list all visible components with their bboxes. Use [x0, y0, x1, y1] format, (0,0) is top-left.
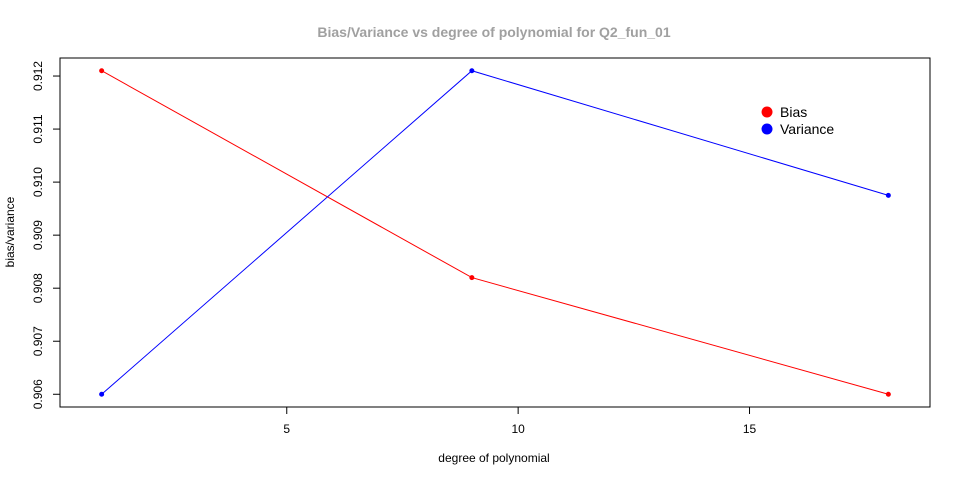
x-axis: 5 10 15	[283, 407, 757, 436]
variance-point	[885, 192, 891, 198]
x-tick-label: 10	[511, 422, 525, 436]
y-tick-label: 0.906	[31, 379, 45, 409]
y-axis: 0.906 0.907 0.908 0.909 0.910 0.911 0.912	[31, 61, 60, 409]
variance-series-line	[101, 70, 889, 395]
series-layer	[99, 68, 891, 397]
y-axis-label: bias/variance	[3, 196, 17, 267]
y-tick-label: 0.909	[31, 220, 45, 250]
bias-point	[99, 68, 105, 74]
variance-point	[469, 68, 475, 74]
legend-label-variance: Variance	[780, 121, 834, 137]
x-tick-label: 5	[283, 422, 290, 436]
legend-label-bias: Bias	[780, 104, 807, 120]
variance-point	[99, 391, 105, 397]
bias-series-line	[101, 70, 889, 395]
legend-marker-variance	[761, 123, 773, 135]
y-tick-label: 0.907	[31, 326, 45, 356]
x-axis-label: degree of polynomial	[438, 451, 549, 465]
chart-title: Bias/Variance vs degree of polynomial fo…	[317, 24, 670, 40]
x-tick-label: 15	[743, 422, 757, 436]
legend-marker-bias	[761, 106, 773, 118]
y-tick-label: 0.912	[31, 61, 45, 91]
plot-area	[59, 57, 931, 408]
y-tick-label: 0.911	[31, 114, 45, 143]
y-tick-label: 0.910	[31, 167, 45, 197]
bias-point	[885, 391, 891, 397]
bias-point	[469, 275, 475, 281]
y-tick-label: 0.908	[31, 273, 45, 303]
